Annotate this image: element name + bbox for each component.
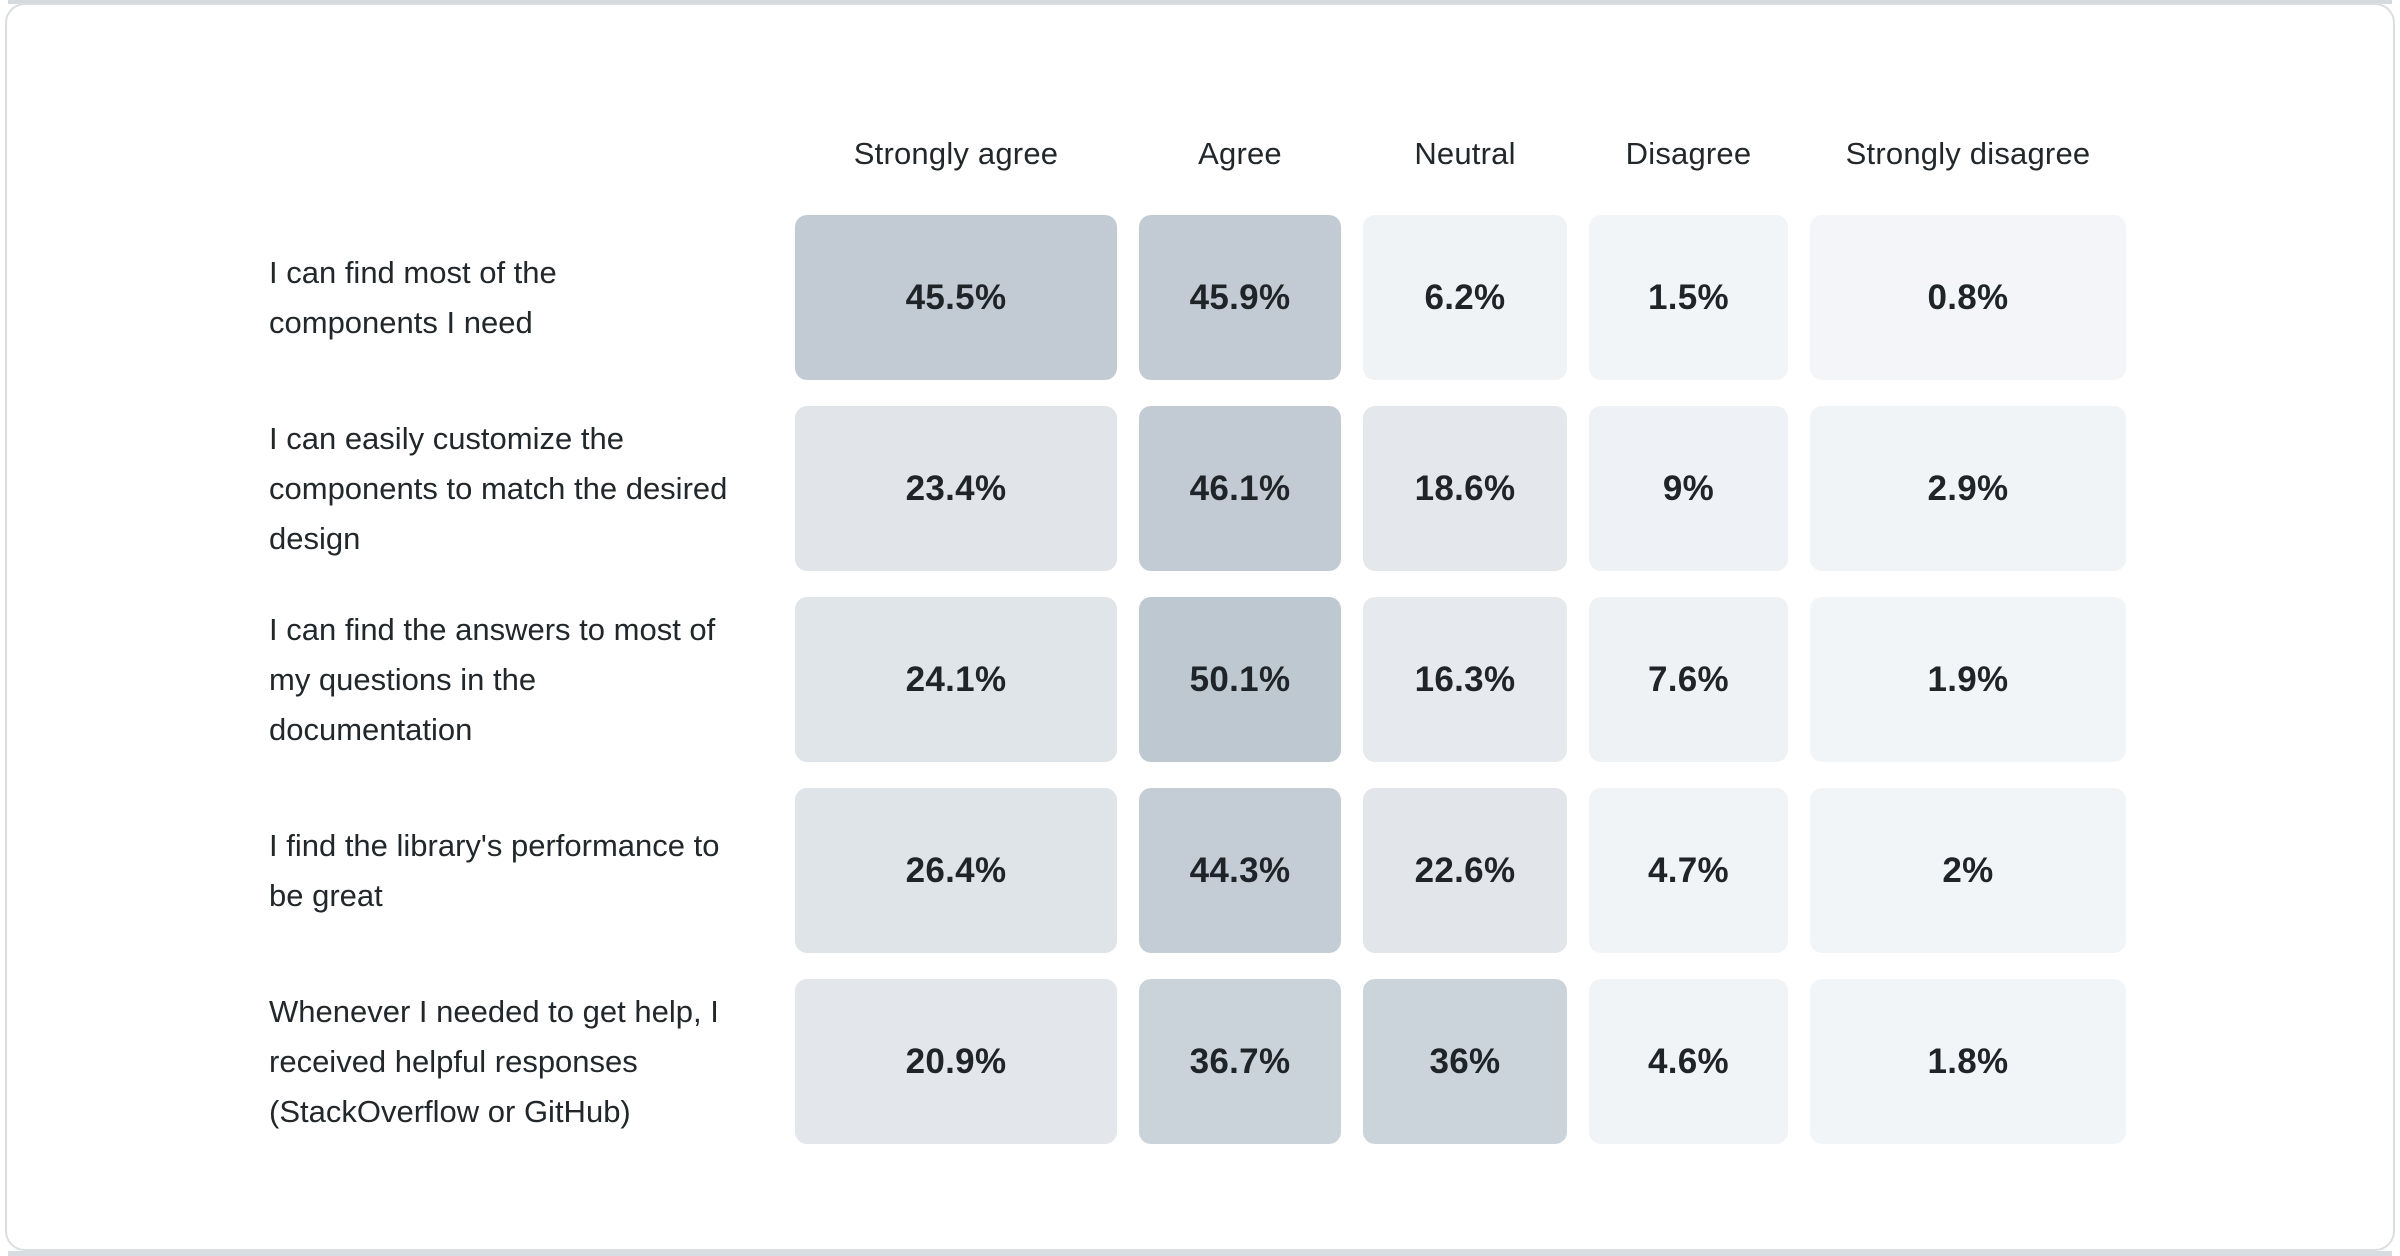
heatmap-cell: 23.4% (795, 406, 1117, 571)
heatmap-cell: 46.1% (1139, 406, 1341, 571)
heatmap-cell: 24.1% (795, 597, 1117, 762)
heatmap-cell: 16.3% (1363, 597, 1567, 762)
column-header: Disagree (1625, 136, 1752, 171)
heatmap-cell: 45.9% (1139, 215, 1341, 380)
row-label: I can easily customize the components to… (269, 420, 728, 556)
heatmap-cell: 0.8% (1810, 215, 2126, 380)
heatmap-cell: 9% (1589, 406, 1788, 571)
column-header: Neutral (1414, 136, 1516, 171)
heatmap-cell: 2% (1810, 788, 2126, 953)
header-corner-spacer (269, 119, 773, 189)
survey-heatmap: Strongly agree Agree Neutral Disagree Strong… (269, 119, 2126, 1144)
top-edge-strip (8, 0, 2392, 4)
heatmap-cell: 1.9% (1810, 597, 2126, 762)
heatmap-cell: 7.6% (1589, 597, 1788, 762)
row-label-cell: I can easily customize the components to… (269, 406, 773, 571)
row-label: Whenever I needed to get help, I receive… (269, 993, 719, 1129)
heatmap-cell: 18.6% (1363, 406, 1567, 571)
row-label: I can find most of the components I need (269, 254, 557, 340)
row-label: I can find the answers to most of my que… (269, 611, 716, 747)
column-header: Strongly agree (853, 136, 1059, 171)
heatmap-cell: 1.5% (1589, 215, 1788, 380)
heatmap-cell: 44.3% (1139, 788, 1341, 953)
heatmap-cell: 2.9% (1810, 406, 2126, 571)
row-label-cell: Whenever I needed to get help, I receive… (269, 979, 773, 1144)
heatmap-cell: 4.7% (1589, 788, 1788, 953)
heatmap-cell: 45.5% (795, 215, 1117, 380)
row-label-cell: I can find most of the components I need (269, 215, 773, 380)
heatmap-cell: 22.6% (1363, 788, 1567, 953)
heatmap-cell: 1.8% (1810, 979, 2126, 1144)
bottom-edge-strip (8, 1251, 2392, 1256)
row-label-cell: I find the library's performance to be g… (269, 788, 773, 953)
heatmap-cell: 4.6% (1589, 979, 1788, 1144)
heatmap-cell: 26.4% (795, 788, 1117, 953)
heatmap-cell: 20.9% (795, 979, 1117, 1144)
heatmap-cell: 36% (1363, 979, 1567, 1144)
heatmap-cell: 36.7% (1139, 979, 1341, 1144)
heatmap-cell: 6.2% (1363, 215, 1567, 380)
column-header: Strongly disagree (1845, 136, 2091, 171)
survey-results-card: Strongly agree Agree Neutral Disagree Strong… (5, 3, 2395, 1251)
heatmap-cell: 50.1% (1139, 597, 1341, 762)
row-label-cell: I can find the answers to most of my que… (269, 597, 773, 762)
column-header: Agree (1198, 136, 1282, 171)
row-label: I find the library's performance to be g… (269, 827, 720, 913)
